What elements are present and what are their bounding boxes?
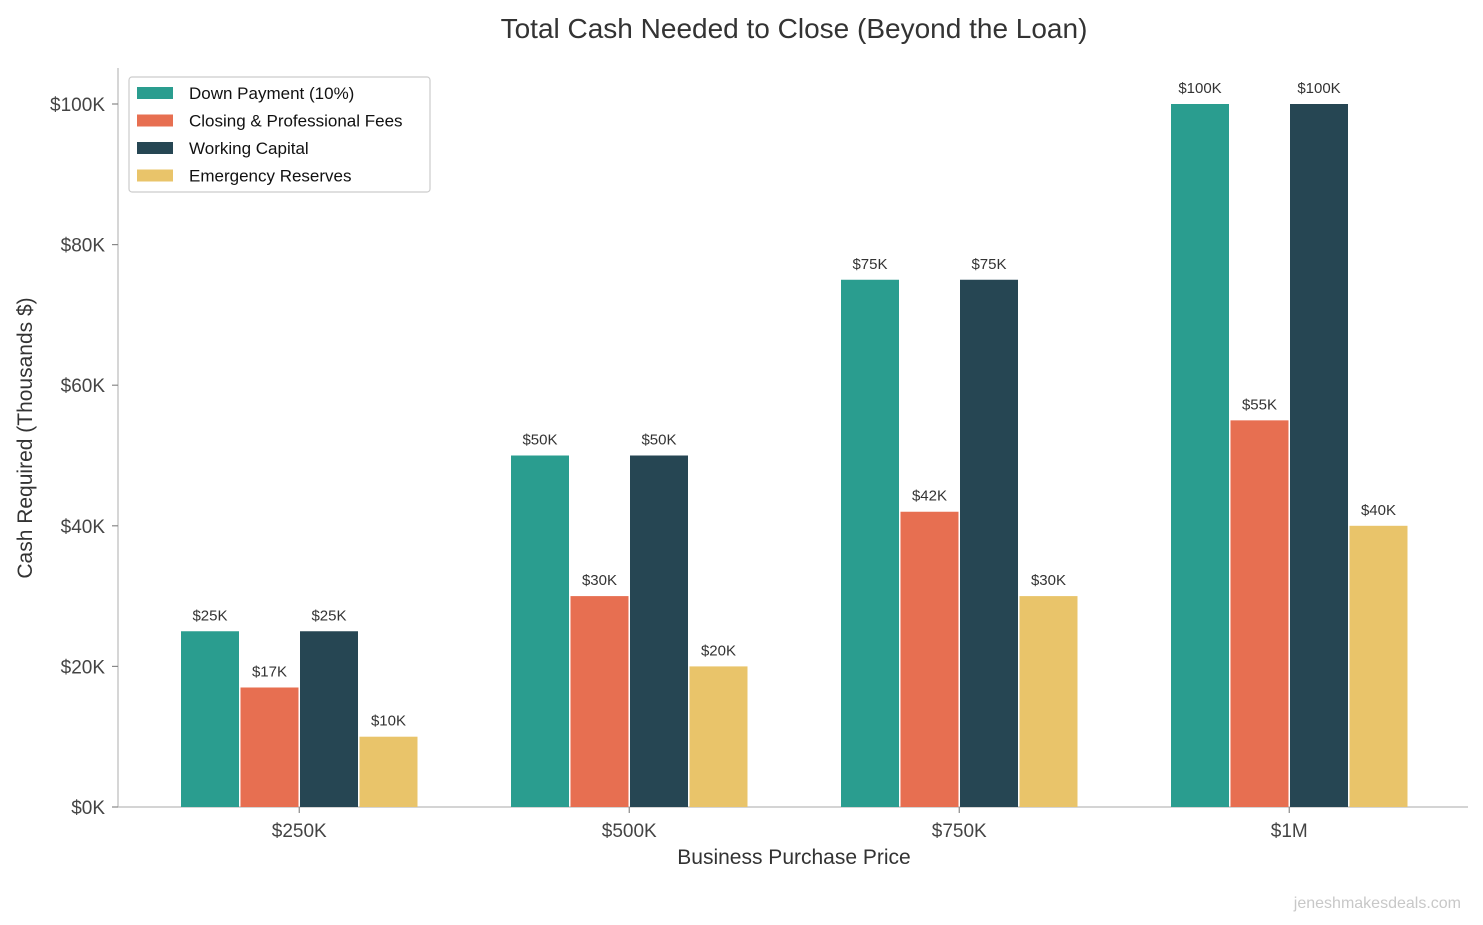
bar [900,511,959,807]
data-label: $30K [1031,572,1066,589]
chart-title: Total Cash Needed to Close (Beyond the L… [501,13,1088,44]
legend-swatch [137,87,173,99]
bar [960,279,1018,807]
data-label: $42K [912,488,947,505]
x-tick-label: $1M [1271,821,1308,842]
y-tick-label: $60K [61,376,106,397]
bar [841,279,899,807]
legend-label: Emergency Reserves [189,167,352,186]
data-label: $25K [192,607,227,624]
y-axis-label: Cash Required (Thousands $) [14,297,37,578]
bar [1290,104,1348,807]
data-label: $50K [522,432,557,449]
data-label: $17K [252,663,287,680]
bar [689,666,748,807]
data-label: $100K [1178,80,1221,97]
data-label: $25K [311,607,346,624]
data-label: $30K [582,572,617,589]
watermark: jeneshmakesdeals.com [1293,895,1461,912]
legend-swatch [137,169,173,182]
legend-label: Down Payment (10%) [189,84,354,103]
data-label: $55K [1242,396,1277,413]
legend: Down Payment (10%) Closing & Professional… [128,76,431,193]
y-tick-label: $20K [61,657,106,678]
data-label: $50K [641,432,676,449]
bar [1349,525,1408,807]
y-ticks: $0K $20K $40K $60K $80K $100K [50,95,118,819]
bar [1171,104,1229,807]
data-label: $75K [852,256,887,273]
y-tick-label: $40K [61,517,106,538]
bar [300,631,358,807]
x-tick-label: $250K [272,821,327,842]
x-ticks: $250K $500K $750K $1M [272,807,1308,842]
data-labels: $25K $50K $75K $100K $17K $30K $42K $55K $25K $50… [192,80,1396,730]
data-label: $20K [701,642,736,659]
bar [1019,596,1078,807]
bar [240,687,299,807]
x-tick-label: $500K [602,821,657,842]
data-label: $75K [971,256,1006,273]
x-axis-label: Business Purchase Price [677,846,910,869]
legend-swatch [137,142,173,154]
data-label: $10K [371,713,406,730]
data-label: $100K [1297,80,1340,97]
data-label: $40K [1361,502,1396,519]
x-tick-label: $750K [932,821,987,842]
y-tick-label: $100K [50,95,105,116]
bar [570,596,629,807]
bar [1230,420,1289,807]
y-tick-label: $0K [71,798,105,819]
bar [511,455,569,807]
legend-label: Working Capital [189,139,309,158]
legend-label: Closing & Professional Fees [189,112,403,131]
legend-frame [128,76,431,193]
bar [630,455,688,807]
bar [181,631,239,807]
legend-swatch [137,114,173,127]
y-tick-label: $80K [61,236,106,257]
bar [359,736,418,807]
bars [181,104,1408,807]
